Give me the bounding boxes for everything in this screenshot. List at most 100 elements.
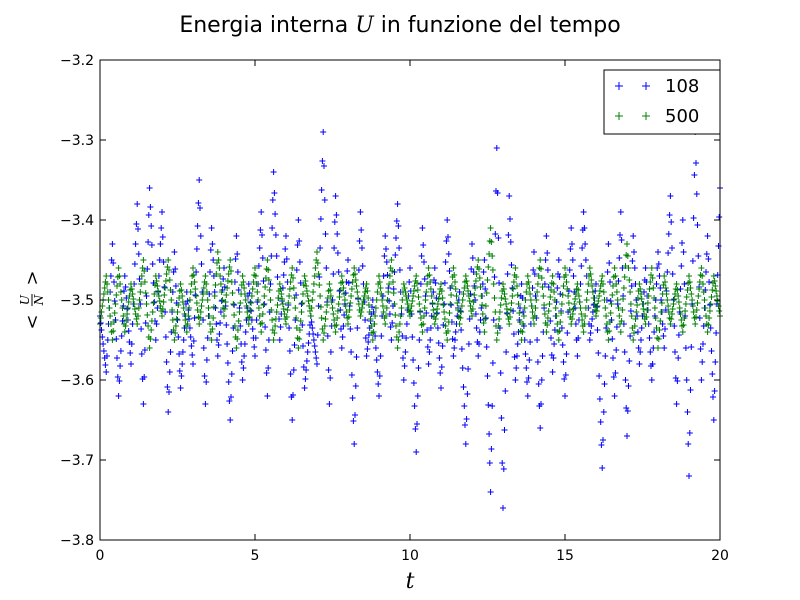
trace-markers [445, 234, 456, 342]
data-point [500, 281, 506, 287]
trace-markers [624, 258, 636, 414]
x-axis-label: t [406, 569, 415, 594]
trace-markers [128, 286, 140, 322]
trace-markers [711, 278, 723, 314]
data-point [580, 209, 587, 215]
trace-markers [575, 287, 586, 329]
data-point [686, 473, 692, 479]
data-point [679, 217, 686, 223]
trace-markers [116, 273, 127, 327]
trace-markers [215, 276, 227, 348]
data-point [586, 337, 593, 343]
data-point [518, 281, 525, 287]
chart-title-symbol: U [355, 13, 375, 38]
data-point [630, 233, 637, 239]
trace-markers [686, 279, 698, 321]
trace-markers [649, 275, 661, 341]
trace-markers [290, 242, 301, 398]
data-point [493, 337, 500, 343]
y-axis-label-denominator: N [32, 294, 46, 306]
trace-markers [97, 320, 109, 368]
data-point [444, 217, 451, 223]
data-point [276, 281, 283, 287]
trace-markers [420, 242, 431, 350]
data-point [320, 129, 327, 135]
trace-markers [228, 268, 239, 340]
trace-markers [259, 266, 270, 326]
data-point [171, 337, 178, 343]
trace-markers [221, 284, 233, 404]
data-point [171, 249, 178, 255]
data-point [363, 353, 370, 359]
data-point [345, 257, 351, 263]
data-point [512, 265, 519, 271]
trace-markers [122, 287, 134, 329]
trace-markers [358, 227, 369, 341]
data-point [537, 257, 544, 263]
data-point [611, 265, 618, 271]
data-point [456, 289, 463, 295]
trace-markers [259, 232, 270, 376]
data-point [617, 329, 624, 335]
data-point [636, 361, 643, 367]
trace-markers [234, 251, 245, 365]
data-point [115, 393, 122, 399]
data-point [586, 265, 593, 271]
data-point [400, 281, 407, 287]
trace-markers [271, 288, 282, 336]
data-point [450, 265, 457, 271]
data-point [357, 313, 364, 319]
data-point [537, 425, 544, 431]
trace-markers [662, 279, 673, 321]
data-point [555, 257, 562, 263]
data-point [295, 345, 302, 351]
data-point [351, 265, 358, 271]
trace-markers [159, 234, 171, 390]
data-point [264, 393, 271, 399]
data-point [115, 265, 122, 271]
trace-markers [314, 158, 326, 338]
data-point [692, 321, 699, 327]
trace-markers [290, 275, 301, 341]
trace-markers [277, 286, 289, 322]
data-point [165, 409, 172, 415]
data-point [475, 353, 482, 359]
data-point [109, 241, 116, 247]
trace-markers [333, 212, 344, 332]
data-point [524, 393, 531, 399]
trace-markers [593, 304, 605, 448]
data-point [655, 345, 661, 351]
data-point [214, 353, 221, 359]
trace-markers [327, 219, 338, 381]
data-point [704, 233, 711, 239]
data-point [103, 369, 110, 375]
data-point [357, 209, 364, 215]
trace-markers [190, 272, 202, 320]
trace-markers [432, 280, 444, 376]
data-point [295, 217, 302, 223]
trace-markers [581, 273, 592, 327]
data-point [190, 361, 196, 367]
legend-marker-500 [615, 112, 623, 120]
data-point [152, 273, 159, 279]
trace-markers [469, 264, 481, 312]
trace-markers [463, 266, 475, 422]
data-point [369, 337, 376, 343]
data-point [605, 337, 612, 343]
data-point [624, 241, 630, 247]
trace-markers [643, 272, 654, 320]
data-point [438, 385, 444, 391]
data-point [351, 441, 358, 447]
trace-markers [283, 272, 295, 320]
data-point [698, 265, 705, 271]
data-point [214, 249, 221, 255]
trace-markers [606, 274, 617, 334]
trace-markers [178, 301, 189, 379]
trace-markers [649, 265, 661, 367]
trace-markers [500, 232, 512, 472]
trace-markers [228, 256, 239, 400]
data-point [289, 265, 296, 271]
data-point [245, 321, 252, 327]
